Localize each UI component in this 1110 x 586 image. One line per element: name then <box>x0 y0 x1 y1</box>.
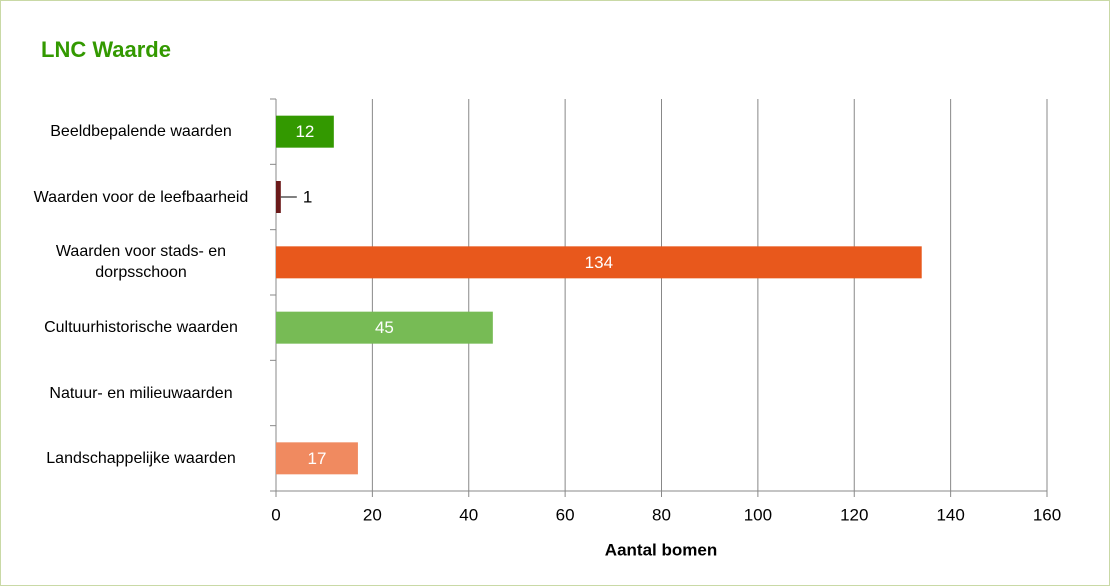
x-tick-label: 20 <box>363 505 382 524</box>
data-label: 134 <box>585 253 613 272</box>
data-label: 45 <box>375 318 394 337</box>
y-tick-label: Waarden voor de leefbaarheid <box>33 188 249 206</box>
bar <box>276 246 922 279</box>
data-label: 17 <box>307 449 326 468</box>
x-axis-title: Aantal bomen <box>605 540 717 559</box>
y-tick-label: Waarden voor stads- en dorpsschoon <box>55 243 227 282</box>
x-tick-label: 60 <box>556 505 575 524</box>
bar <box>276 311 493 344</box>
y-tick-label: Beeldbepalende waarden <box>50 123 232 141</box>
chart-title: LNC Waarde <box>41 37 171 62</box>
x-tick-label: 40 <box>459 505 478 524</box>
y-tick-label: Cultuurhistorische waarden <box>44 319 238 337</box>
bar <box>276 115 334 148</box>
x-tick-label: 160 <box>1033 505 1061 524</box>
data-label: 1 <box>303 187 312 206</box>
x-tick-label: 120 <box>840 505 868 524</box>
x-tick-label: 100 <box>744 505 772 524</box>
x-tick-label: 140 <box>936 505 964 524</box>
y-tick-label: Landschappelijke waarden <box>46 449 236 467</box>
x-tick-label: 80 <box>652 505 671 524</box>
y-tick-label: Natuur- en milieuwaarden <box>49 384 233 402</box>
bar <box>276 442 358 475</box>
bar <box>276 181 281 213</box>
x-tick-label: 0 <box>271 505 280 524</box>
data-label: 12 <box>295 122 314 141</box>
